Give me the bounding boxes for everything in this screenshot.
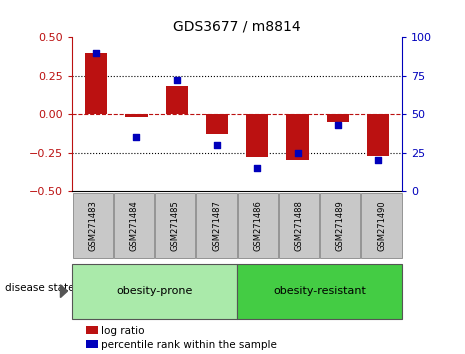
Text: percentile rank within the sample: percentile rank within the sample bbox=[101, 340, 277, 350]
Point bbox=[374, 158, 382, 163]
Point bbox=[133, 135, 140, 140]
Text: log ratio: log ratio bbox=[101, 326, 145, 336]
Text: GSM271483: GSM271483 bbox=[88, 200, 97, 251]
Point bbox=[213, 142, 221, 148]
Text: GSM271490: GSM271490 bbox=[377, 200, 386, 251]
Point bbox=[93, 50, 100, 56]
Point bbox=[294, 150, 301, 155]
Bar bbox=[85, 53, 107, 114]
Bar bbox=[126, 114, 147, 117]
Bar bbox=[327, 114, 349, 122]
Point bbox=[253, 165, 261, 171]
Text: GSM271487: GSM271487 bbox=[212, 200, 221, 251]
Point bbox=[334, 122, 341, 128]
Text: obesity-prone: obesity-prone bbox=[116, 286, 193, 296]
Title: GDS3677 / m8814: GDS3677 / m8814 bbox=[173, 19, 301, 33]
Text: GSM271485: GSM271485 bbox=[171, 200, 180, 251]
Text: GSM271488: GSM271488 bbox=[294, 200, 304, 251]
Bar bbox=[286, 114, 309, 160]
Bar bbox=[246, 114, 268, 157]
Text: GSM271486: GSM271486 bbox=[253, 200, 262, 251]
Text: GSM271489: GSM271489 bbox=[336, 200, 345, 251]
Bar bbox=[166, 86, 188, 114]
Bar bbox=[206, 114, 228, 134]
Bar bbox=[367, 114, 389, 156]
Text: obesity-resistant: obesity-resistant bbox=[273, 286, 366, 296]
Point bbox=[173, 78, 180, 83]
Text: GSM271484: GSM271484 bbox=[129, 200, 139, 251]
Text: disease state: disease state bbox=[5, 282, 74, 293]
